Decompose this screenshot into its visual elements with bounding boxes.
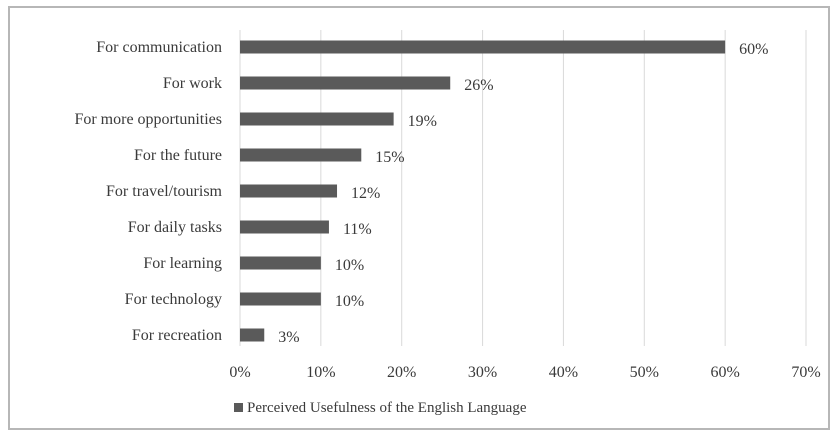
x-axis-tick-labels: 0% 10% 20% 30% 40% 50% 60% 70% <box>229 364 820 381</box>
x-tick-label: 20% <box>387 364 416 381</box>
bar <box>240 184 338 198</box>
bar <box>240 292 321 306</box>
category-label: For travel/tourism <box>106 183 223 200</box>
chart-frame: For communication For work For more opport… <box>8 6 830 430</box>
category-label: For learning <box>143 255 222 272</box>
category-label: For technology <box>125 291 222 308</box>
bars <box>240 40 726 342</box>
value-label: 26% <box>464 77 493 94</box>
x-tick-label: 30% <box>468 364 497 381</box>
category-label: For daily tasks <box>128 219 222 236</box>
bar <box>240 76 451 90</box>
value-label: 3% <box>278 329 299 346</box>
bar <box>240 220 329 234</box>
bar-chart: For communication For work For more opport… <box>74 30 821 416</box>
x-tick-label: 10% <box>306 364 335 381</box>
bar <box>240 112 394 126</box>
category-label: For recreation <box>132 327 222 344</box>
value-label: 15% <box>375 149 404 166</box>
value-label: 11% <box>343 221 372 238</box>
value-label: 19% <box>408 113 437 130</box>
x-tick-label: 40% <box>549 364 578 381</box>
x-tick-label: 50% <box>630 364 659 381</box>
bar <box>240 256 321 270</box>
category-label: For the future <box>134 147 222 164</box>
value-labels: 60% 26% 19% 15% 12% 11% 10% 10% 3% <box>278 41 768 346</box>
bar <box>240 328 265 342</box>
x-tick-label: 0% <box>229 364 250 381</box>
legend-swatch <box>234 403 243 412</box>
value-label: 60% <box>739 41 768 58</box>
category-label: For more opportunities <box>74 111 222 128</box>
value-label: 10% <box>335 257 364 274</box>
x-tick-label: 70% <box>791 364 820 381</box>
bar <box>240 40 726 54</box>
category-labels: For communication For work For more opport… <box>74 39 222 344</box>
value-label: 10% <box>335 293 364 310</box>
legend: Perceived Usefulness of the English Lang… <box>234 400 527 416</box>
x-tick-label: 60% <box>710 364 739 381</box>
legend-label: Perceived Usefulness of the English Lang… <box>247 400 527 416</box>
bar <box>240 148 362 162</box>
category-label: For communication <box>96 39 222 56</box>
value-label: 12% <box>351 185 380 202</box>
category-label: For work <box>163 75 222 92</box>
